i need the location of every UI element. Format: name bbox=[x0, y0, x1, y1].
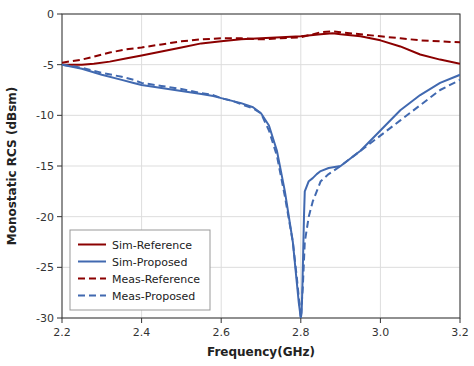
tick-label-y: -15 bbox=[36, 160, 54, 173]
grid-line-y bbox=[62, 216, 460, 217]
tick-label-y: -25 bbox=[36, 261, 54, 274]
legend-label: Meas-Proposed bbox=[112, 290, 195, 303]
tick-y bbox=[57, 64, 62, 65]
tick-label-y: 0 bbox=[47, 8, 54, 21]
tick-label-x: 2.6 bbox=[212, 326, 230, 339]
legend-swatch bbox=[78, 278, 106, 280]
tick-y bbox=[57, 14, 62, 15]
x-axis-label: Frequency(GHz) bbox=[207, 345, 315, 359]
tick-y bbox=[57, 318, 62, 319]
tick-label-x: 3.0 bbox=[372, 326, 390, 339]
legend-label: Meas-Reference bbox=[112, 273, 200, 286]
axes: 2.2 2.4 2.6 2.8 3.0 3.2 0 -5 -10 -15 -20 -25 -30 bbox=[36, 8, 469, 339]
tick-x bbox=[141, 318, 142, 323]
tick-label-y: -30 bbox=[36, 312, 54, 325]
legend-label: Sim-Proposed bbox=[112, 256, 187, 269]
tick-x bbox=[380, 318, 381, 323]
tick-y bbox=[57, 166, 62, 167]
tick-label-y: -20 bbox=[36, 211, 54, 224]
tick-y bbox=[57, 216, 62, 217]
legend: Sim-Reference Sim-Proposed Meas-Reference M… bbox=[70, 230, 210, 310]
tick-y bbox=[57, 115, 62, 116]
y-axis-label: Monostatic RCS (dBsm) bbox=[5, 87, 19, 246]
plot-frame bbox=[62, 14, 460, 318]
chart: 2.2 2.4 2.6 2.8 3.0 3.2 0 -5 -10 -15 -20 -25 -30 Freq… bbox=[0, 0, 474, 366]
grid-line-y bbox=[62, 166, 460, 167]
tick-x bbox=[221, 318, 222, 323]
tick-label-x: 3.2 bbox=[451, 326, 469, 339]
legend-swatch bbox=[78, 295, 106, 297]
series-lines bbox=[62, 31, 460, 318]
tick-x bbox=[300, 318, 301, 323]
series-line bbox=[62, 31, 460, 62]
series-line bbox=[62, 65, 460, 318]
tick-label-y: -5 bbox=[43, 59, 54, 72]
tick-label-x: 2.4 bbox=[133, 326, 151, 339]
tick-label-x: 2.8 bbox=[292, 326, 310, 339]
legend-swatch bbox=[78, 261, 106, 263]
tick-y bbox=[57, 267, 62, 268]
legend-swatch bbox=[78, 244, 106, 246]
tick-x bbox=[460, 318, 461, 323]
series-line bbox=[62, 65, 460, 318]
tick-label-x: 2.2 bbox=[53, 326, 71, 339]
grid-line-y bbox=[62, 64, 460, 65]
tick-label-y: -10 bbox=[36, 109, 54, 122]
grid bbox=[62, 14, 460, 318]
tick-x bbox=[62, 318, 63, 323]
legend-label: Sim-Reference bbox=[112, 239, 192, 252]
plot-background bbox=[62, 14, 460, 318]
legend-box bbox=[70, 230, 210, 310]
